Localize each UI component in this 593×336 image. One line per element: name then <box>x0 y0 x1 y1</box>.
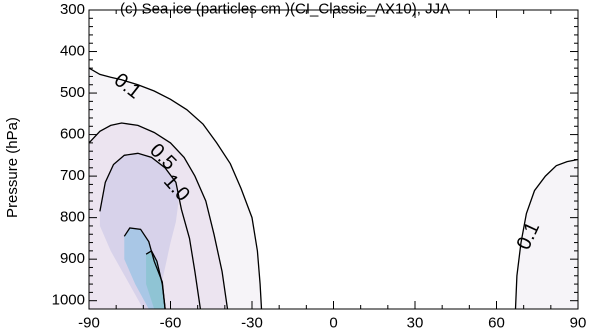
y-tick-label: 300 <box>60 1 85 18</box>
x-tick-label: -90 <box>78 314 100 331</box>
contour-line-0-1-west <box>88 67 263 310</box>
y-axis-title: Pressure (hPa) <box>4 117 21 218</box>
y-tick-label: 900 <box>60 250 85 267</box>
y-tick-label: 700 <box>60 167 85 184</box>
x-axis: -90 -60 -30 0 30 60 90 <box>78 10 586 331</box>
x-tick-label: -30 <box>241 314 263 331</box>
x-tick-label: 60 <box>488 314 505 331</box>
x-tick-label: 0 <box>329 314 337 331</box>
contour-line-peak <box>145 249 166 310</box>
y-tick-label: 1000 <box>52 292 85 309</box>
contour-fill-east-low <box>515 159 578 309</box>
contour-line-0-5 <box>88 122 229 310</box>
y-tick-label: 600 <box>60 126 85 143</box>
y-tick-label: 400 <box>60 42 85 59</box>
y-tick-label: 800 <box>60 209 85 226</box>
x-tick-label: -60 <box>160 314 182 331</box>
x-tick-label: 90 <box>570 314 587 331</box>
contour-line-0-1-east <box>514 158 579 310</box>
chart-title: (c) Sea ice (particles cm )(CI_Classic_A… <box>120 0 450 17</box>
contour-line-1-0 <box>99 152 202 310</box>
y-tick-label: 500 <box>60 84 85 101</box>
contour-lines <box>88 67 579 310</box>
contour-fill-level-peak <box>146 250 166 309</box>
x-tick-label: 30 <box>407 314 424 331</box>
y-axis: 300 400 500 600 700 800 900 1000 <box>52 1 578 309</box>
